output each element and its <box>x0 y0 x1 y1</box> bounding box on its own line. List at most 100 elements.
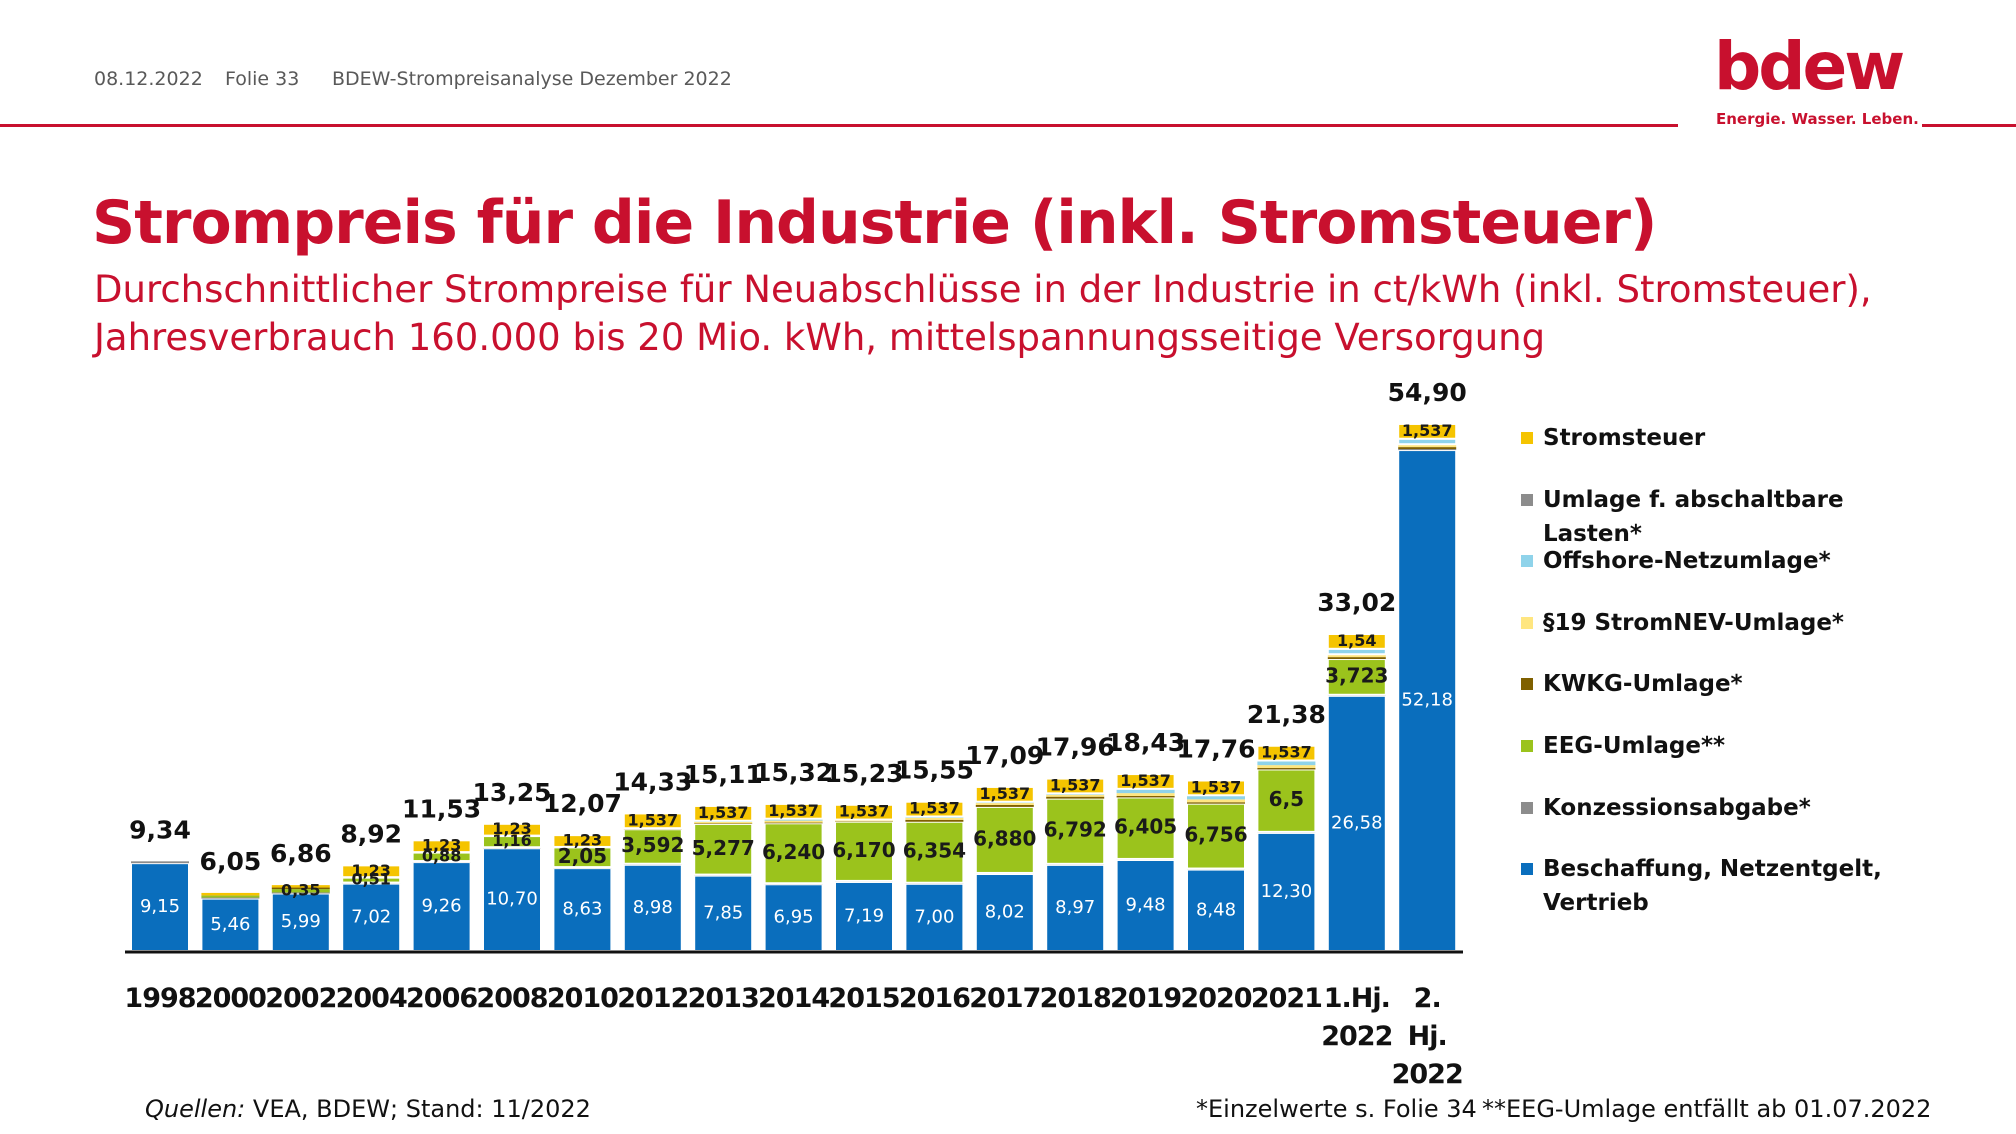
bar-segment <box>1398 444 1457 448</box>
bar-segment <box>693 804 754 822</box>
total-label: 17,09 <box>965 741 1044 770</box>
bar-segment <box>1115 773 1176 790</box>
bar-segment <box>834 820 894 882</box>
bar-segment <box>1398 447 1457 450</box>
x-tick-label: 2. Hj. 2022 <box>1391 983 1464 1090</box>
legend-label: EEG-Umlage** <box>1543 733 1726 759</box>
x-tick-label: 2020 <box>1180 983 1252 1014</box>
value-label: 7,19 <box>844 905 884 926</box>
total-label: 9,34 <box>129 815 191 844</box>
header-rule <box>0 124 1678 127</box>
source-label: Quellen: <box>145 1095 246 1123</box>
value-label: 1,23 <box>563 831 602 850</box>
bar-segment <box>1326 658 1387 696</box>
bar-segment <box>1046 794 1105 797</box>
footnote: **EEG-Umlage entfällt ab 01.07.2022 <box>1482 1095 1932 1123</box>
footnote: *Einzelwerte s. Folie 34 <box>1196 1095 1477 1123</box>
total-label: 17,76 <box>1176 735 1255 764</box>
total-label: 6,05 <box>200 847 262 876</box>
legend-marker <box>1521 432 1533 444</box>
value-label: 8,48 <box>1196 899 1236 920</box>
bar-segment <box>694 821 753 824</box>
bar-segment <box>1116 793 1175 797</box>
bar-segment <box>904 800 965 818</box>
x-tick-label: 2010 <box>546 983 619 1014</box>
value-label: 5,46 <box>210 914 250 935</box>
bar-segment <box>552 834 613 848</box>
x-tick-label: 2014 <box>758 983 830 1014</box>
bar-segment <box>1045 797 1106 865</box>
bar-segment <box>974 805 1035 874</box>
value-label: 1,537 <box>839 802 890 821</box>
bar-segment <box>1045 863 1106 952</box>
value-label: 7,02 <box>351 906 391 927</box>
bar-segment <box>905 817 964 820</box>
bar-segment <box>1327 657 1386 660</box>
subtitle: Jahresverbrauch 160.000 bis 20 Mio. kWh,… <box>94 316 1546 359</box>
x-tick-label: 2012 <box>617 983 689 1014</box>
bar-segment <box>201 895 260 898</box>
bar-segment <box>763 822 824 885</box>
subtitle: Durchschnittlicher Strompreise für Neuab… <box>94 268 1872 311</box>
bar-segment <box>835 820 893 822</box>
value-label: 1,537 <box>1191 777 1242 796</box>
bar-segment <box>200 897 261 952</box>
value-label: 0,51 <box>351 870 390 889</box>
bar-segment <box>341 864 402 879</box>
legend-marker <box>1521 678 1533 691</box>
x-tick-label: 2004 <box>335 983 408 1014</box>
value-label: 0,88 <box>422 846 461 865</box>
source: Quellen: VEA, BDEW; Stand: 11/2022 <box>145 1095 591 1123</box>
source-text: VEA, BDEW; Stand: 11/2022 <box>252 1095 591 1123</box>
bar-segment <box>1257 760 1316 766</box>
value-label: 9,26 <box>422 896 462 917</box>
x-tick-label: 2002 <box>265 983 337 1014</box>
value-label: 1,537 <box>698 803 749 822</box>
legend-marker <box>1521 863 1533 876</box>
bar-segment <box>974 785 1035 803</box>
value-label: 1,537 <box>979 784 1030 803</box>
logo-tagline: Energie. Wasser. Leben. <box>1716 110 1919 128</box>
value-label: 0,35 <box>281 880 320 899</box>
bar-segment <box>1186 779 1246 797</box>
x-tick-label: 1998 <box>124 983 196 1014</box>
bar-segment <box>201 897 260 899</box>
total-label: 12,07 <box>543 789 622 818</box>
value-label: 6,240 <box>762 840 825 864</box>
header-rule <box>1922 124 2016 127</box>
value-label: 1,54 <box>1337 631 1376 650</box>
bar-segment <box>904 820 965 884</box>
value-label: 3,592 <box>621 833 684 857</box>
total-label: 8,92 <box>340 819 402 848</box>
value-label: 1,537 <box>1050 775 1101 794</box>
total-label: 54,90 <box>1388 378 1467 407</box>
bar-segment <box>905 819 964 822</box>
value-label: 8,63 <box>562 899 602 920</box>
x-tick-label: 2008 <box>476 983 548 1014</box>
legend-marker <box>1521 740 1533 752</box>
bar-segment <box>411 839 472 854</box>
bar-segment <box>975 804 1034 807</box>
legend-marker <box>1521 555 1533 568</box>
value-label: 1,537 <box>627 810 678 829</box>
value-label: 9,48 <box>1126 894 1166 915</box>
bar-segment <box>764 820 823 823</box>
bar-segment <box>1398 449 1457 451</box>
legend-label: KWKG-Umlage* <box>1543 671 1743 698</box>
value-label: 52,18 <box>1401 690 1453 711</box>
bar-segment <box>1257 765 1316 769</box>
value-label: 6,405 <box>1114 815 1177 839</box>
bar-segment <box>1115 796 1176 860</box>
bar-segment <box>1046 796 1105 799</box>
value-label: 26,58 <box>1331 812 1383 833</box>
value-label: 1,537 <box>1261 743 1312 762</box>
date: 08.12.2022 <box>94 68 203 90</box>
value-label: 1,537 <box>768 801 819 820</box>
total-label: 33,02 <box>1317 588 1396 617</box>
bar-segment <box>975 803 1034 805</box>
legend-label: Offshore-Netzumlage* <box>1543 548 1831 575</box>
x-tick-label: 1.Hj. 2022 <box>1321 983 1393 1052</box>
value-label: 6,354 <box>903 839 966 863</box>
x-tick-label: 2013 <box>687 983 760 1014</box>
